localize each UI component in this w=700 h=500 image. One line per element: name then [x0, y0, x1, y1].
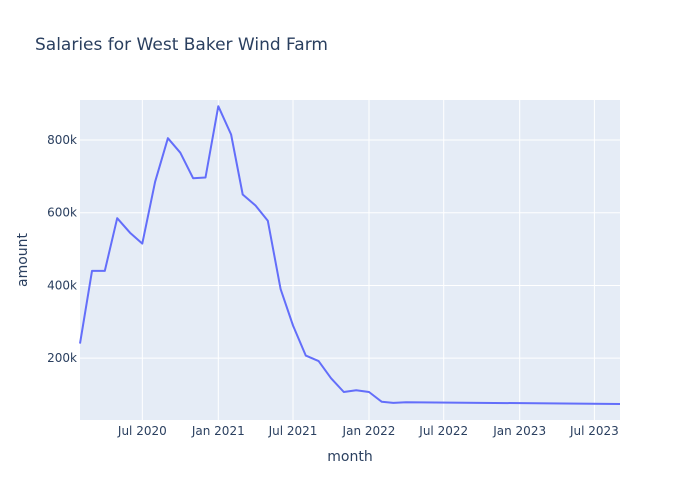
y-tick-label: 600k — [47, 206, 77, 220]
x-tick-label: Jul 2021 — [268, 424, 318, 438]
x-tick-label: Jan 2023 — [492, 424, 546, 438]
plot-area — [80, 100, 620, 420]
x-tick-label: Jul 2022 — [418, 424, 468, 438]
y-tick-label: 200k — [47, 351, 77, 365]
x-axis-ticks: Jul 2020 Jan 2021 Jul 2021 Jan 2022 Jul 2022… — [117, 424, 619, 438]
x-tick-label: Jul 2020 — [117, 424, 167, 438]
y-axis-ticks: 200k 400k 600k 800k — [47, 133, 77, 365]
x-tick-label: Jul 2023 — [569, 424, 619, 438]
y-tick-label: 800k — [47, 133, 77, 147]
chart-title: Salaries for West Baker Wind Farm — [35, 35, 328, 55]
y-tick-label: 400k — [47, 278, 77, 292]
series-line — [79, 105, 621, 405]
x-tick-label: Jan 2022 — [342, 424, 396, 438]
x-axis-title: month — [327, 449, 372, 465]
y-axis-title: amount — [15, 232, 31, 287]
x-tick-label: Jan 2021 — [191, 424, 245, 438]
